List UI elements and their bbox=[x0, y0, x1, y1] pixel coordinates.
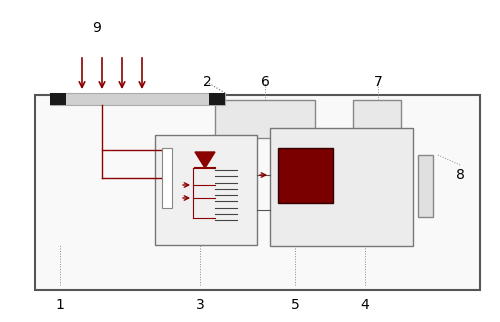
Text: 4: 4 bbox=[360, 298, 370, 312]
Bar bbox=[50, 93, 225, 105]
Bar bbox=[50, 93, 66, 105]
Text: 8: 8 bbox=[456, 168, 464, 182]
Bar bbox=[155, 135, 257, 245]
Bar bbox=[418, 155, 433, 217]
Bar bbox=[162, 148, 172, 208]
Bar bbox=[270, 128, 413, 246]
Bar bbox=[353, 100, 401, 138]
Text: 2: 2 bbox=[202, 75, 211, 89]
Text: 7: 7 bbox=[374, 75, 382, 89]
Bar bbox=[215, 100, 315, 138]
Text: 3: 3 bbox=[196, 298, 204, 312]
Bar bbox=[278, 148, 333, 203]
Bar bbox=[35, 95, 480, 290]
Polygon shape bbox=[195, 152, 215, 168]
Bar bbox=[209, 93, 225, 105]
Text: 5: 5 bbox=[290, 298, 300, 312]
Text: 1: 1 bbox=[56, 298, 64, 312]
Text: 6: 6 bbox=[260, 75, 270, 89]
Text: 9: 9 bbox=[92, 21, 102, 35]
